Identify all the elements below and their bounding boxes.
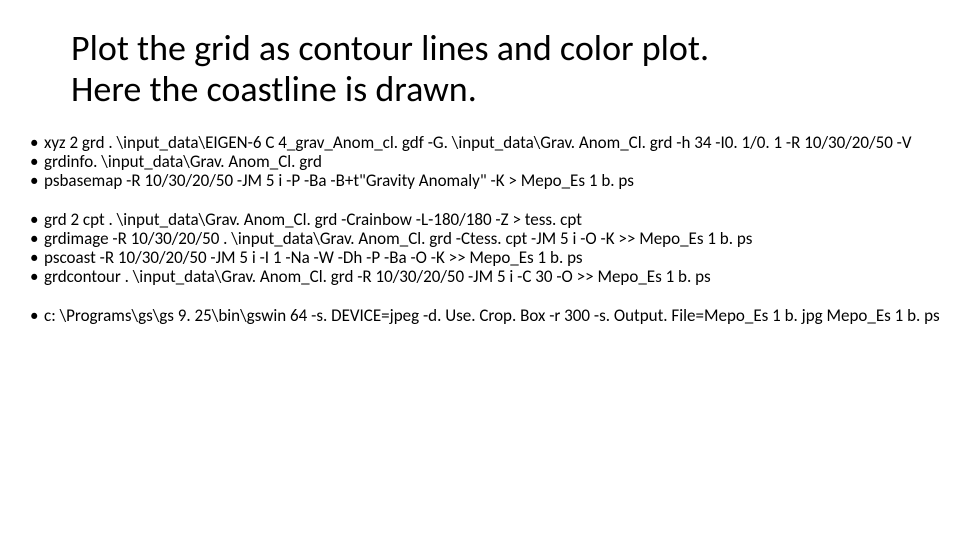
bullet-text: grdinfo. \input_data\Grav. Anom_Cl. grd xyxy=(44,151,322,172)
list-item: pscoast -R 10/30/20/50 -JM 5 i -I 1 -Na … xyxy=(30,248,944,267)
list-item: grd 2 cpt . \input_data\Grav. Anom_Cl. g… xyxy=(30,210,944,229)
list-item: xyz 2 grd . \input_data\EIGEN-6 C 4_grav… xyxy=(30,133,944,152)
bullet-text: grdcontour . \input_data\Grav. Anom_Cl. … xyxy=(44,266,711,287)
bullet-text: pscoast -R 10/30/20/50 -JM 5 i -I 1 -Na … xyxy=(44,247,583,268)
bullet-group-1: xyz 2 grd . \input_data\EIGEN-6 C 4_grav… xyxy=(16,133,944,190)
bullet-text: grd 2 cpt . \input_data\Grav. Anom_Cl. g… xyxy=(44,209,582,230)
list-item: grdimage -R 10/30/20/50 . \input_data\Gr… xyxy=(30,229,944,248)
list-item: grdinfo. \input_data\Grav. Anom_Cl. grd xyxy=(30,152,944,171)
bullet-text: c: \Programs\gs\gs 9. 25\bin\gswin 64 -s… xyxy=(44,305,940,326)
title-line-1: Plot the grid as contour lines and color… xyxy=(71,26,709,70)
spacer xyxy=(16,190,944,210)
bullet-group-3: c: \Programs\gs\gs 9. 25\bin\gswin 64 -s… xyxy=(16,306,944,325)
slide: Plot the grid as contour lines and color… xyxy=(0,0,960,540)
title-line-2: Here the coastline is drawn. xyxy=(71,67,477,111)
list-item: psbasemap -R 10/30/20/50 -JM 5 i -P -Ba … xyxy=(30,171,944,190)
slide-title: Plot the grid as contour lines and color… xyxy=(71,28,944,111)
list-item: grdcontour . \input_data\Grav. Anom_Cl. … xyxy=(30,267,944,286)
bullet-group-2: grd 2 cpt . \input_data\Grav. Anom_Cl. g… xyxy=(16,210,944,286)
list-item: c: \Programs\gs\gs 9. 25\bin\gswin 64 -s… xyxy=(30,306,944,325)
spacer xyxy=(16,286,944,306)
bullet-text: psbasemap -R 10/30/20/50 -JM 5 i -P -Ba … xyxy=(44,170,634,191)
bullet-text: xyz 2 grd . \input_data\EIGEN-6 C 4_grav… xyxy=(44,132,912,153)
bullet-text: grdimage -R 10/30/20/50 . \input_data\Gr… xyxy=(44,228,752,249)
